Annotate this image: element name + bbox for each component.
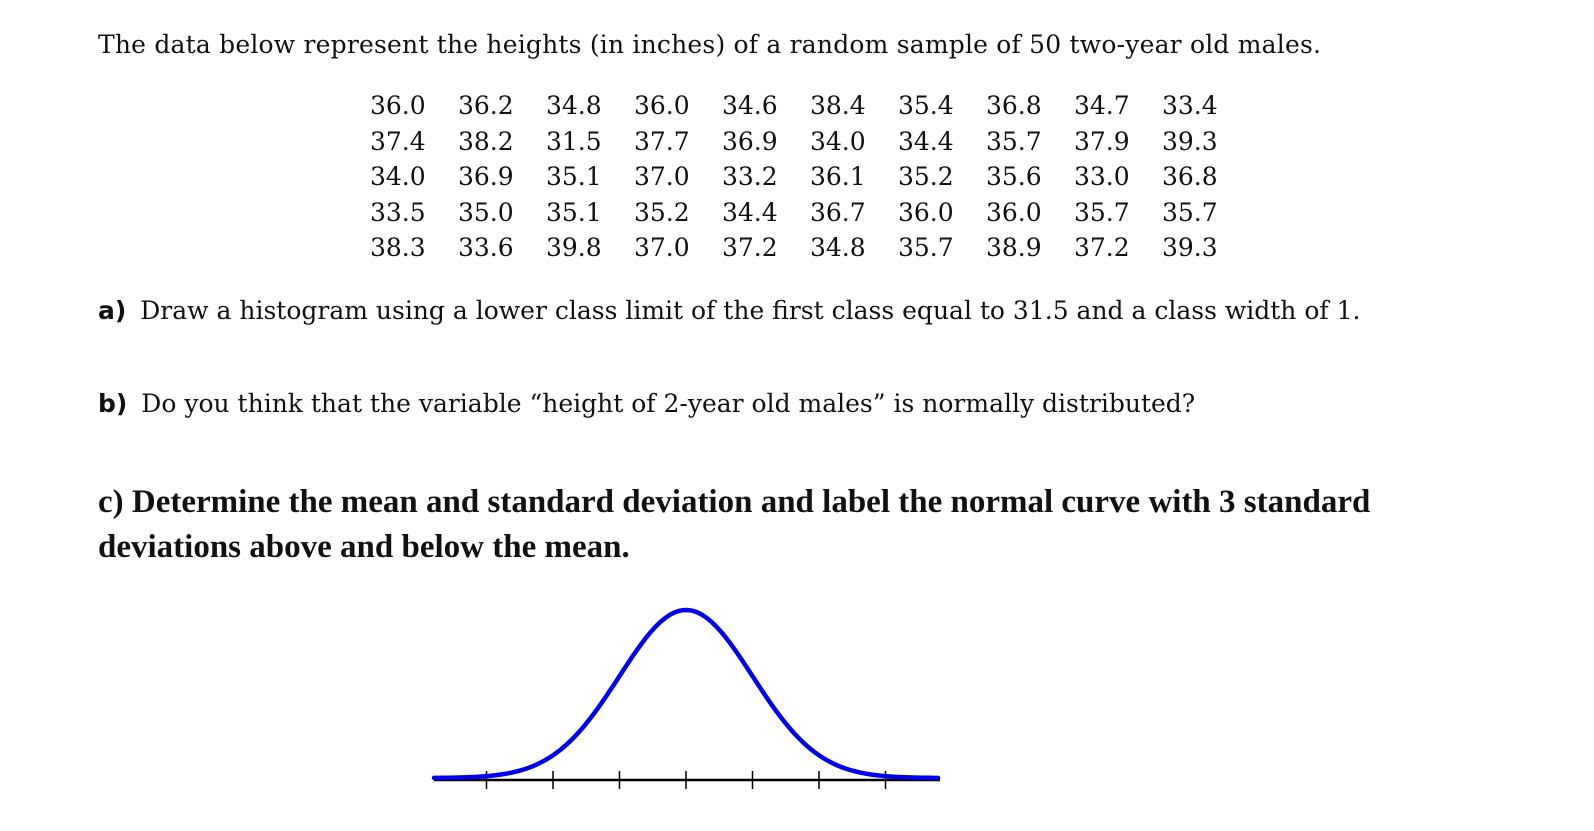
data-cell: 37.2: [1074, 233, 1130, 263]
data-row: 34.0 36.9 35.1 37.0 33.2 36.1 35.2 35.6 33.0 36.8: [370, 159, 1250, 195]
data-cell: 37.7: [634, 126, 690, 156]
data-cell: 34.8: [546, 91, 602, 121]
question-c-line-2: deviations above and below the mean.: [98, 529, 630, 565]
data-cell: 39.8: [546, 233, 602, 263]
data-cell: 35.7: [1074, 197, 1130, 227]
question-b: b) Do you think that the variable “heigh…: [98, 389, 1195, 418]
data-cell: 34.4: [722, 197, 778, 227]
data-cell: 38.4: [810, 91, 866, 121]
data-cell: 39.3: [1162, 126, 1218, 156]
data-cell: 36.0: [898, 197, 954, 227]
data-cell: 36.8: [986, 91, 1042, 121]
question-a-text: Draw a histogram using a lower class lim…: [140, 296, 1361, 325]
data-cell: 36.9: [458, 162, 514, 192]
data-cell: 37.0: [634, 162, 690, 192]
data-cell: 36.0: [370, 91, 426, 121]
data-cell: 35.6: [986, 162, 1042, 192]
data-cell: 37.4: [370, 126, 426, 156]
data-cell: 31.5: [546, 126, 602, 156]
data-row: 37.4 38.2 31.5 37.7 36.9 34.0 34.4 35.7 37.9 39.3: [370, 124, 1250, 160]
data-cell: 36.0: [986, 197, 1042, 227]
question-b-text: Do you think that the variable “height o…: [141, 389, 1196, 418]
data-cell: 35.2: [634, 197, 690, 227]
data-cell: 35.7: [898, 233, 954, 263]
data-cell: 35.7: [1162, 197, 1218, 227]
data-cell: 38.9: [986, 233, 1042, 263]
data-cell: 35.1: [546, 197, 602, 227]
data-cell: 34.8: [810, 233, 866, 263]
question-a: a) Draw a histogram using a lower class …: [98, 296, 1360, 325]
data-cell: 37.2: [722, 233, 778, 263]
data-cell: 34.6: [722, 91, 778, 121]
data-cell: 33.6: [458, 233, 514, 263]
data-cell: 35.7: [986, 126, 1042, 156]
data-cell: 34.7: [1074, 91, 1130, 121]
data-cell: 35.1: [546, 162, 602, 192]
question-c: c) Determine the mean and standard devia…: [98, 480, 1428, 570]
normal-curve-figure: [431, 607, 941, 789]
data-cell: 37.9: [1074, 126, 1130, 156]
data-cell: 39.3: [1162, 233, 1218, 263]
data-cell: 33.5: [370, 197, 426, 227]
data-cell: 37.0: [634, 233, 690, 263]
data-cell: 34.0: [810, 126, 866, 156]
data-cell: 36.8: [1162, 162, 1218, 192]
question-a-label: a): [98, 296, 127, 325]
data-cell: 36.7: [810, 197, 866, 227]
data-cell: 35.2: [898, 162, 954, 192]
data-cell: 34.4: [898, 126, 954, 156]
data-cell: 36.0: [634, 91, 690, 121]
data-cell: 36.9: [722, 126, 778, 156]
data-cell: 38.2: [458, 126, 514, 156]
data-cell: 38.3: [370, 233, 426, 263]
data-cell: 35.0: [458, 197, 514, 227]
question-c-line-1: c) Determine the mean and standard devia…: [98, 484, 1371, 520]
normal-curve: [431, 607, 941, 781]
data-cell: 36.1: [810, 162, 866, 192]
problem-intro: The data below represent the heights (in…: [98, 30, 1322, 59]
data-cell: 36.2: [458, 91, 514, 121]
data-cell: 33.4: [1162, 91, 1218, 121]
data-row: 38.3 33.6 39.8 37.0 37.2 34.8 35.7 38.9 37.2 39.3: [370, 230, 1250, 266]
data-cell: 33.2: [722, 162, 778, 192]
question-b-label: b): [98, 389, 128, 418]
data-row: 36.0 36.2 34.8 36.0 34.6 38.4 35.4 36.8 34.7 33.4: [370, 88, 1250, 124]
data-row: 33.5 35.0 35.1 35.2 34.4 36.7 36.0 36.0 35.7 35.7: [370, 195, 1250, 231]
data-cell: 33.0: [1074, 162, 1130, 192]
height-data-table: 36.0 36.2 34.8 36.0 34.6 38.4 35.4 36.8 34.7 33.4…: [370, 88, 1250, 266]
data-cell: 34.0: [370, 162, 426, 192]
data-cell: 35.4: [898, 91, 954, 121]
